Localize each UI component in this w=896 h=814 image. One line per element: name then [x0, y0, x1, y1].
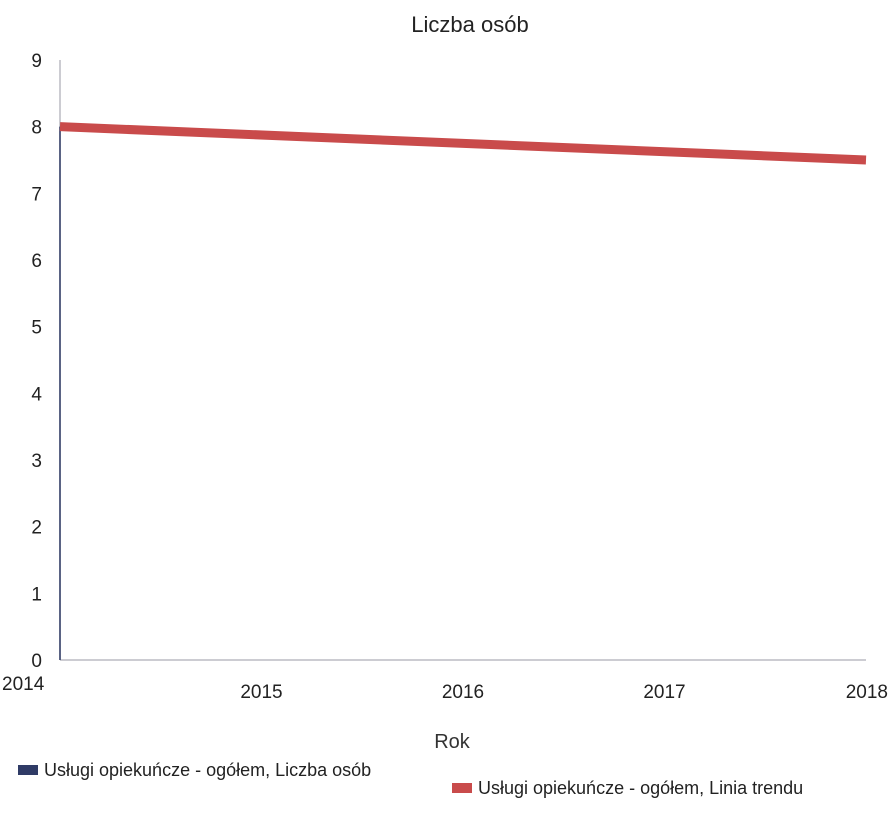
legend-label: Usługi opiekuńcze - ogółem, Linia trendu [478, 778, 803, 798]
legend: Usługi opiekuńcze - ogółem, Liczba osób U… [18, 760, 803, 798]
legend-label: Usługi opiekuńcze - ogółem, Liczba osób [44, 760, 371, 780]
x-tick-label: 2016 [442, 682, 484, 703]
y-tick-label: 8 [31, 118, 42, 139]
x-tick-label: 2018 [846, 682, 888, 703]
y-tick-label: 5 [31, 318, 42, 339]
y-tick-label: 3 [31, 451, 42, 472]
legend-swatch [452, 783, 472, 793]
y-tick-label: 7 [31, 184, 42, 205]
y-tick-label: 0 [31, 651, 42, 672]
legend-swatch [18, 765, 38, 775]
y-tick-label: 4 [31, 384, 42, 405]
x-tick-labels: 2014 2015 2016 2017 2018 [2, 674, 888, 703]
x-axis-title: Rok [434, 731, 471, 753]
chart-title: Liczba osób [411, 12, 528, 37]
y-tick-label: 1 [31, 584, 42, 605]
legend-item: Usługi opiekuńcze - ogółem, Linia trendu [452, 778, 803, 798]
x-tick-label: 2014 [2, 674, 45, 695]
y-tick-label: 9 [31, 51, 42, 72]
x-tick-label: 2015 [240, 682, 282, 703]
y-tick-label: 6 [31, 251, 42, 272]
series-layer [59, 122, 867, 660]
trend-line [59, 122, 867, 165]
x-tick-label: 2017 [643, 682, 685, 703]
legend-item: Usługi opiekuńcze - ogółem, Liczba osób [18, 760, 371, 780]
y-tick-labels: 0 1 2 3 4 5 6 7 8 9 [31, 51, 42, 672]
y-tick-label: 2 [31, 518, 42, 539]
axes [59, 60, 866, 661]
